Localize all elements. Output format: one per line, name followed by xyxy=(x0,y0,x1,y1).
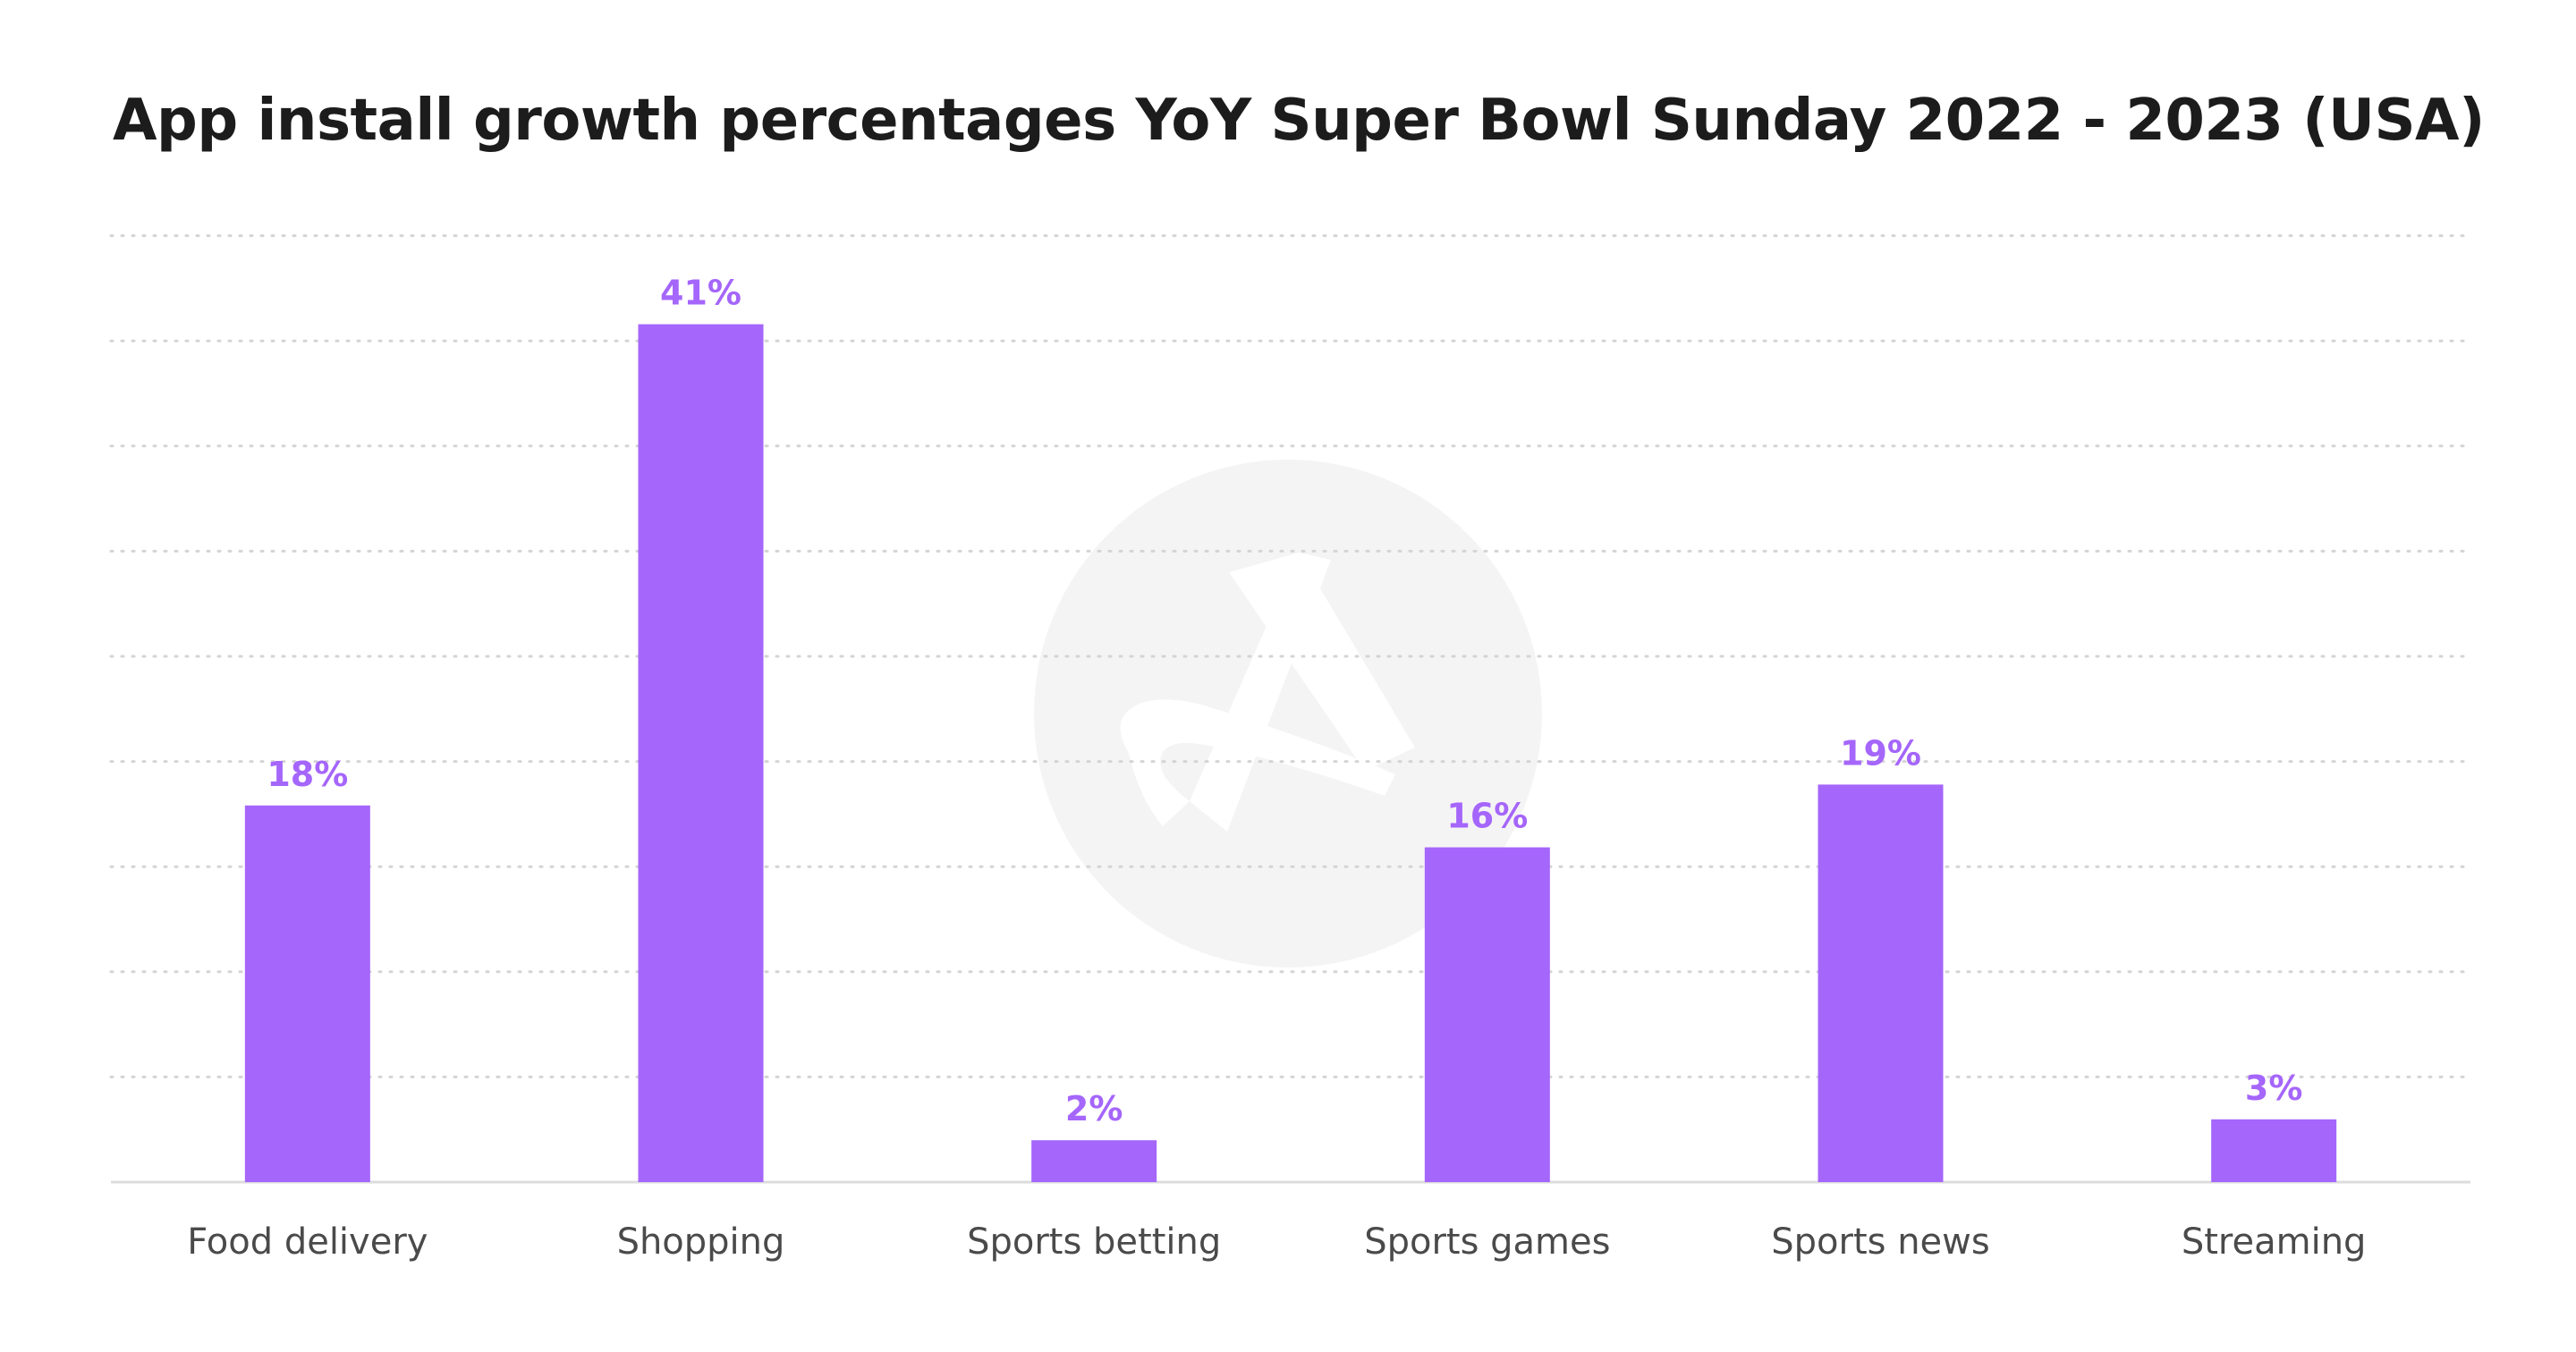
bars xyxy=(244,324,2337,1183)
x-tick-label: Food delivery xyxy=(187,1221,428,1263)
bar-value-label: 18% xyxy=(267,755,348,794)
bar-value-label: 19% xyxy=(1840,733,1921,773)
x-tick-label: Sports games xyxy=(1364,1221,1610,1263)
x-tick-label: Streaming xyxy=(2182,1221,2367,1263)
bar-value-label: 16% xyxy=(1446,797,1528,836)
x-tick-label: Shopping xyxy=(617,1221,785,1263)
bar-food-delivery xyxy=(244,805,370,1182)
bar-sports-games xyxy=(1424,847,1550,1182)
bar-value-labels: 18% 41% 2% 16% 19% 3% xyxy=(267,274,2302,1129)
x-tick-label: Sports news xyxy=(1771,1221,1989,1263)
x-axis-tick-labels: Food delivery Shopping Sports betting Sport… xyxy=(187,1221,2366,1263)
chart-title: App install growth percentages YoY Super… xyxy=(113,88,2485,154)
gridlines xyxy=(109,234,2472,1078)
brand-logo-icon xyxy=(1120,553,1415,832)
watermark-circle xyxy=(1034,460,1542,968)
x-tick-label: Sports betting xyxy=(967,1221,1221,1263)
bar-value-label: 3% xyxy=(2245,1069,2303,1108)
bar-streaming xyxy=(2211,1119,2337,1182)
bar-value-label: 41% xyxy=(660,274,741,313)
bar-shopping xyxy=(638,324,764,1183)
bar-sports-news xyxy=(1818,784,1944,1182)
bar-sports-betting xyxy=(1031,1140,1157,1182)
watermark-logo xyxy=(1034,460,1542,968)
bar-value-label: 2% xyxy=(1065,1089,1123,1128)
